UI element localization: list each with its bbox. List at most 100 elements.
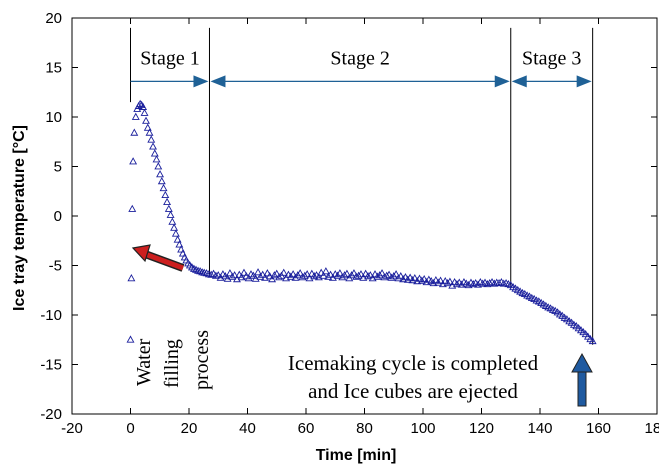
data-point bbox=[350, 269, 358, 277]
data-point bbox=[237, 273, 246, 281]
data-point bbox=[265, 272, 274, 280]
data-point bbox=[159, 183, 168, 192]
data-point bbox=[194, 266, 203, 274]
y-tick-label: 0 bbox=[54, 208, 62, 225]
data-point bbox=[204, 270, 213, 278]
data-point bbox=[354, 271, 363, 279]
data-point bbox=[249, 271, 258, 279]
data-point bbox=[289, 270, 298, 278]
data-point bbox=[375, 271, 384, 279]
x-tick-label: 120 bbox=[469, 420, 494, 437]
data-point bbox=[420, 275, 429, 283]
data-point bbox=[261, 273, 270, 281]
y-axis-title: Ice tray temperature [°C] bbox=[11, 125, 28, 311]
ejection-annotation-line-2: and Ice cubes are ejected bbox=[308, 379, 518, 403]
x-tick-label: 140 bbox=[527, 420, 552, 437]
data-point bbox=[127, 274, 136, 282]
data-point bbox=[157, 177, 166, 185]
water-annotation-line-2: filling bbox=[161, 339, 183, 388]
data-point bbox=[443, 278, 452, 287]
data-point bbox=[142, 116, 150, 124]
data-point bbox=[216, 273, 225, 281]
data-point bbox=[410, 274, 419, 282]
data-point bbox=[394, 274, 403, 282]
data-point bbox=[392, 270, 401, 278]
data-point bbox=[324, 272, 333, 280]
data-point bbox=[469, 279, 478, 288]
stage-arrow-head bbox=[193, 75, 209, 88]
data-point bbox=[448, 281, 457, 289]
data-point bbox=[296, 269, 305, 277]
data-point bbox=[171, 229, 180, 237]
stage-label: Stage 2 bbox=[330, 48, 389, 70]
data-point bbox=[200, 268, 209, 276]
data-point bbox=[382, 271, 391, 279]
x-tick-label: 40 bbox=[239, 420, 256, 437]
stage-label: Stage 1 bbox=[140, 48, 199, 70]
data-point bbox=[150, 149, 159, 157]
data-point bbox=[364, 272, 372, 280]
data-point bbox=[268, 275, 277, 283]
data-point bbox=[228, 272, 237, 280]
y-tick-label: 5 bbox=[54, 159, 62, 176]
data-point bbox=[198, 268, 207, 276]
data-point bbox=[164, 204, 173, 212]
data-point bbox=[396, 272, 405, 280]
data-point bbox=[588, 336, 597, 345]
data-point bbox=[445, 277, 454, 285]
x-tick-label: 60 bbox=[298, 420, 315, 437]
y-tick-label: -10 bbox=[40, 307, 62, 324]
data-point bbox=[303, 270, 312, 278]
water-filling-arrow bbox=[131, 244, 185, 272]
data-point bbox=[385, 270, 394, 278]
data-point bbox=[373, 272, 382, 280]
data-series bbox=[126, 99, 597, 345]
data-point bbox=[357, 270, 365, 278]
data-point bbox=[342, 269, 351, 277]
data-point bbox=[399, 275, 408, 283]
x-tick-label: 0 bbox=[126, 420, 134, 437]
data-point bbox=[225, 269, 234, 277]
data-point bbox=[156, 170, 165, 178]
data-point bbox=[163, 197, 172, 205]
data-point bbox=[270, 271, 279, 279]
y-tick-label: -15 bbox=[40, 357, 62, 374]
data-point bbox=[258, 270, 267, 278]
data-point bbox=[310, 272, 319, 280]
data-point bbox=[478, 279, 487, 287]
data-point bbox=[130, 128, 139, 136]
data-point bbox=[136, 99, 145, 107]
data-point bbox=[436, 276, 445, 284]
data-point bbox=[272, 269, 281, 277]
data-point bbox=[335, 269, 344, 277]
stage-label: Stage 3 bbox=[522, 48, 581, 70]
data-point bbox=[173, 235, 182, 243]
data-point bbox=[417, 276, 426, 284]
x-tick-label: 20 bbox=[181, 420, 198, 437]
x-axis-ticks: -20 0 20 40 60 80 100 120 140 160 180 bbox=[61, 18, 659, 437]
data-point bbox=[139, 102, 148, 110]
data-point bbox=[143, 123, 152, 131]
y-tick-label: 20 bbox=[45, 10, 62, 27]
data-point bbox=[196, 267, 205, 275]
data-point bbox=[499, 279, 508, 287]
data-point bbox=[177, 245, 186, 253]
data-point bbox=[275, 273, 284, 281]
stage-arrow-head bbox=[576, 75, 592, 88]
data-point bbox=[140, 108, 149, 116]
data-point bbox=[152, 155, 161, 163]
stage-arrow-head bbox=[494, 75, 510, 88]
data-point bbox=[263, 269, 272, 277]
data-point bbox=[154, 162, 163, 170]
data-point bbox=[207, 270, 216, 278]
data-point bbox=[147, 135, 156, 143]
data-point bbox=[131, 112, 140, 120]
data-point bbox=[178, 249, 187, 257]
water-annotation-line-1: Water bbox=[133, 338, 155, 386]
data-point bbox=[389, 272, 398, 280]
data-point bbox=[300, 271, 309, 279]
ejection-annotation-line-1: Icemaking cycle is completed bbox=[288, 351, 539, 375]
data-point bbox=[230, 271, 239, 279]
data-point bbox=[145, 128, 154, 136]
data-point bbox=[293, 271, 302, 279]
